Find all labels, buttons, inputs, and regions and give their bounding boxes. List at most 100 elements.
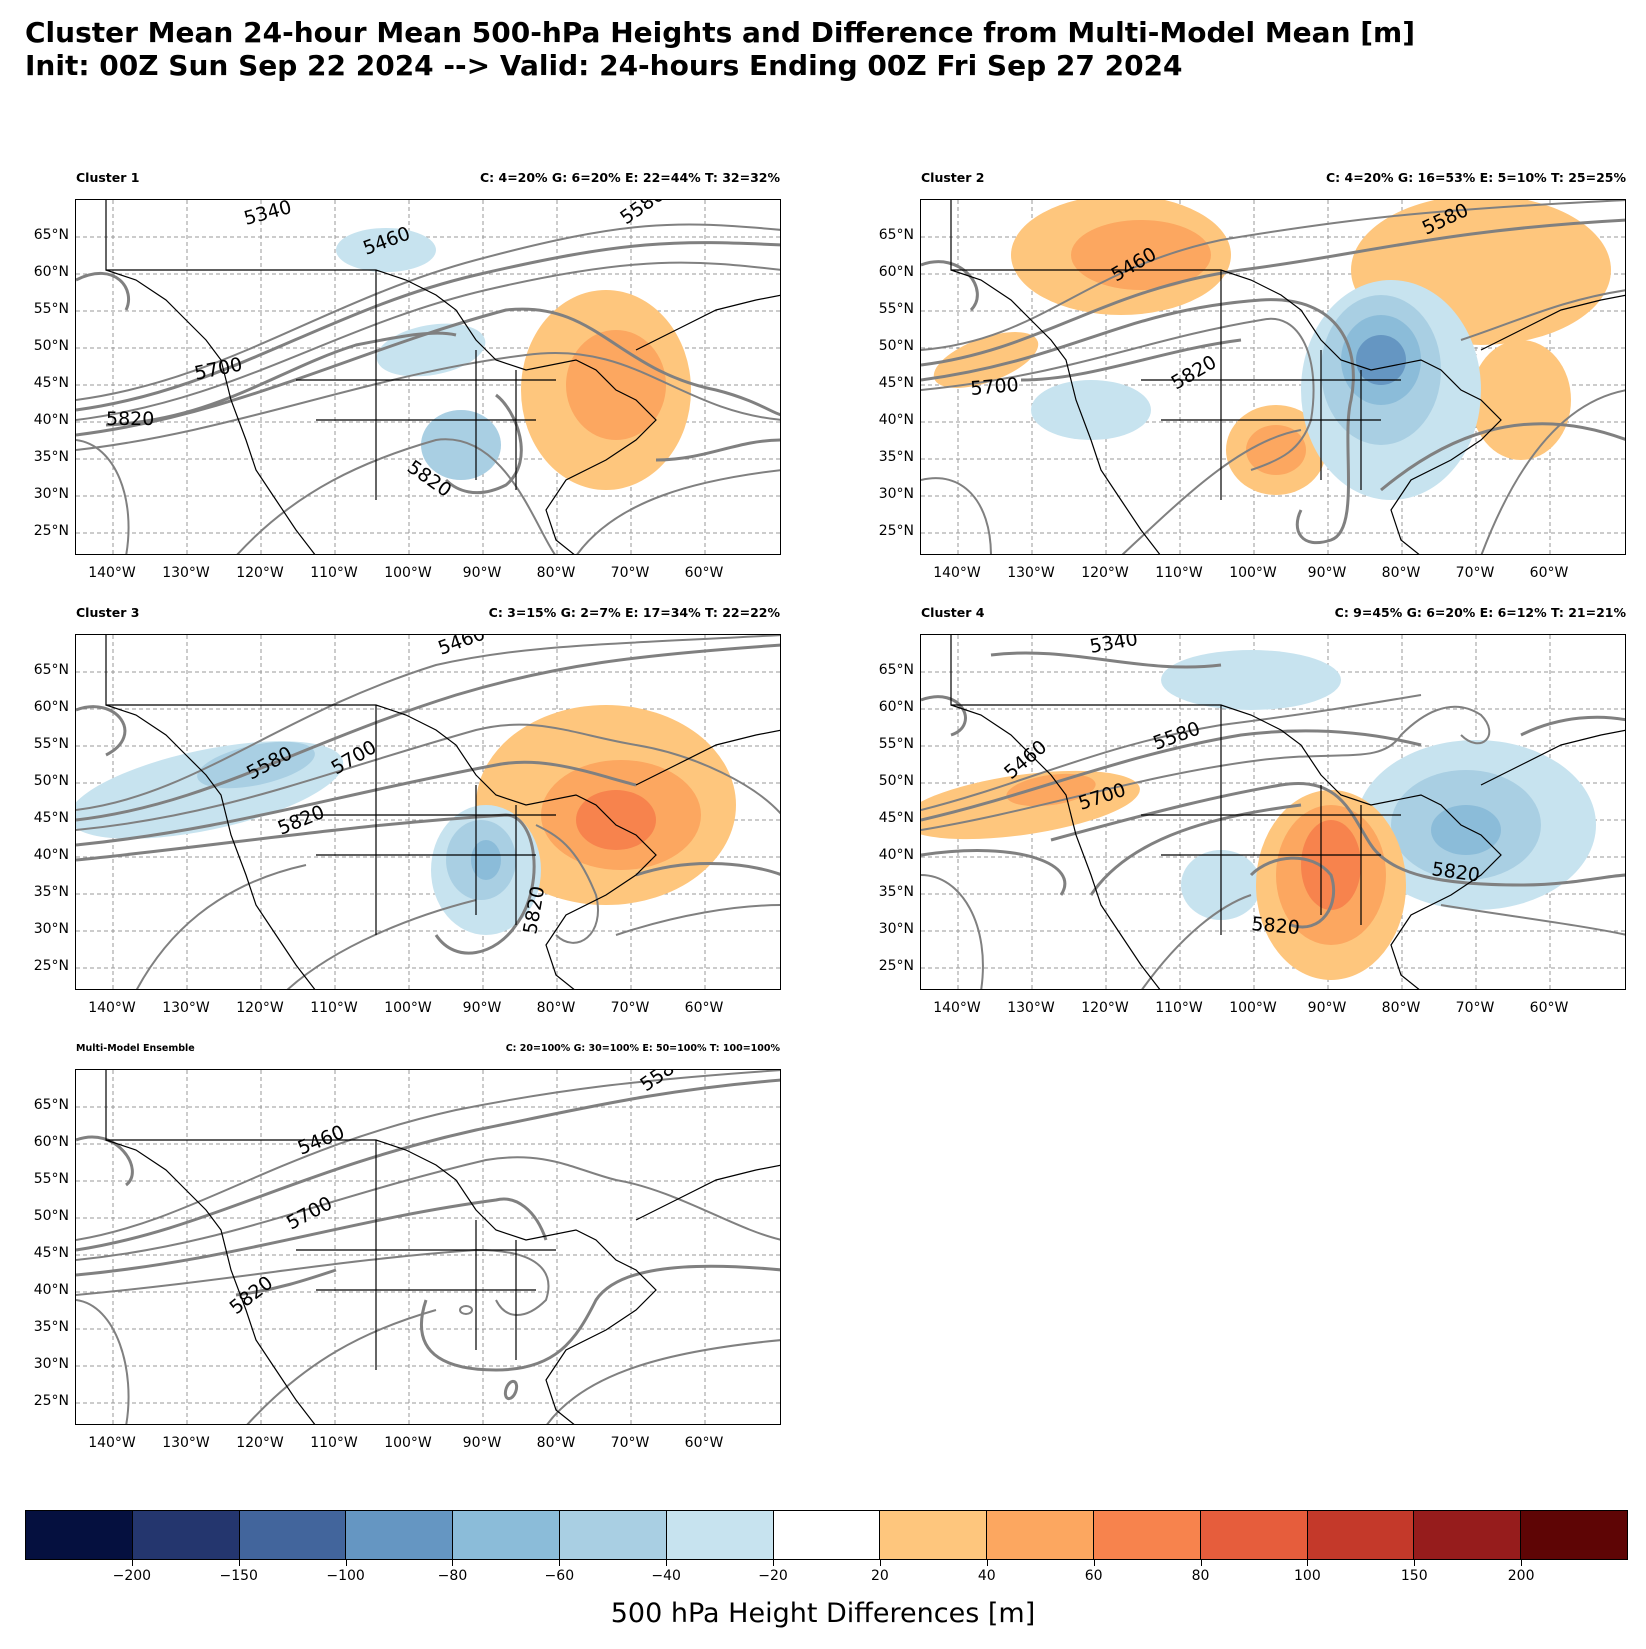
longitude-label: 80°W [1381,565,1421,581]
colorbar-tick-label: −20 [758,1568,788,1584]
contour-label: 5820 [106,408,154,430]
colorbar-tick-label: −200 [112,1568,152,1584]
latitude-label: 55°N [33,301,69,317]
latitude-label: 45°N [33,375,69,391]
latitude-label: 40°N [33,1282,69,1298]
contour-label: 5340 [1088,635,1139,658]
colorbar-tickmark [1093,1560,1095,1566]
latitude-label: 60°N [33,264,69,280]
colorbar-segment [1307,1511,1415,1559]
coastlines [105,200,780,554]
colorbar-segment [1521,1511,1627,1559]
latitude-label: 30°N [878,486,914,502]
map-frame: 5340 5460 5580 5700 5820 5820 [75,199,781,555]
latitude-label: 55°N [878,301,914,317]
colorbar-segment [1093,1511,1201,1559]
latitude-label: 30°N [878,921,914,937]
colorbar-label: 500 hPa Height Differences [m] [610,1598,1036,1629]
longitude-label: 120°W [236,565,284,581]
latitude-label: 40°N [33,412,69,428]
colorbar-tickmark [238,1560,240,1566]
latitude-label: 55°N [33,736,69,752]
colorbar-segment [453,1511,560,1559]
latitude-label: 25°N [878,958,914,974]
longitude-label: 70°W [1455,565,1495,581]
longitude-label: 80°W [536,565,576,581]
longitude-label: 70°W [610,1435,650,1451]
colorbar-segment [987,1511,1094,1559]
colorbar-segment [132,1511,240,1559]
longitude-label: 90°W [462,1000,502,1016]
contour-label: 5700 [970,374,1020,400]
latitude-label: 50°N [33,1208,69,1224]
height-contours [76,1070,780,1424]
latitude-label: 60°N [878,699,914,715]
longitude-label: 130°W [162,1435,210,1451]
contour-label: 5700 [283,1192,336,1234]
longitude-label: 140°W [88,1000,136,1016]
coastlines [105,635,780,989]
colorbar [25,1510,1628,1560]
height-contours [76,223,780,554]
longitude-label: 90°W [1307,565,1347,581]
contour-label: 5820 [1251,913,1301,939]
anomaly-negative [1161,650,1341,710]
latitude-label: 30°N [33,1356,69,1372]
map-plot: 5340 5460 5580 5700 5820 5820 [76,200,780,554]
longitude-label: 130°W [1007,565,1055,581]
anomaly-shading [933,200,1611,500]
latitude-label: 25°N [33,958,69,974]
longitude-label: 110°W [310,1435,358,1451]
colorbar-segment [346,1511,454,1559]
longitude-label: 60°W [684,1435,724,1451]
title-line-1: Cluster Mean 24-hour Mean 500-hPa Height… [25,16,1416,49]
longitude-label: 80°W [1381,1000,1421,1016]
anomaly-shading [336,228,691,490]
colorbar-segment [1414,1511,1522,1559]
colorbar-tickmark [1414,1560,1416,1566]
gridlines [76,1070,780,1424]
colorbar-segment [880,1511,988,1559]
colorbar-segment [666,1511,774,1559]
latitude-label: 35°N [33,1319,69,1335]
longitude-label: 110°W [310,1000,358,1016]
latitude-label: 60°N [33,1134,69,1150]
latitude-label: 65°N [878,227,914,243]
longitude-label: 140°W [88,1435,136,1451]
longitude-label: 60°W [684,1000,724,1016]
longitude-label: 130°W [162,1000,210,1016]
longitude-label: 70°W [610,565,650,581]
latitude-label: 30°N [33,921,69,937]
coastlines [105,1070,780,1424]
longitude-label: 60°W [684,565,724,581]
longitude-label: 90°W [1307,1000,1347,1016]
map-plot: 5460 5700 5820 5580 [76,1070,780,1424]
map-frame: 5340 5460 5580 5700 5820 5820 [920,634,1626,990]
colorbar-tickmark [986,1560,988,1566]
longitude-label: 100°W [1229,1000,1277,1016]
longitude-label: 120°W [236,1000,284,1016]
height-contours [921,200,1625,554]
latitude-label: 35°N [878,449,914,465]
contour-label: 5340 [242,200,294,230]
coastlines [950,635,1625,989]
colorbar-tickmark [345,1560,347,1566]
colorbar-segment [26,1511,133,1559]
panel-title: Cluster 1 [76,170,140,185]
colorbar-segment [773,1511,881,1559]
latitude-label: 30°N [33,486,69,502]
colorbar-tick-label: −60 [544,1568,575,1584]
latitude-label: 55°N [33,1171,69,1187]
longitude-label: 110°W [1155,1000,1203,1016]
colorbar-tick-label: 60 [1084,1568,1103,1584]
map-frame: 5460 5580 5700 5820 [920,199,1626,555]
colorbar-tickmark [1307,1560,1309,1566]
latitude-label: 50°N [878,773,914,789]
colorbar-tickmark [879,1560,881,1566]
longitude-label: 70°W [610,1000,650,1016]
contour-label: 5820 [226,1272,278,1319]
latitude-label: 65°N [33,227,69,243]
map-plot: 5460 5580 5700 5820 5820 [76,635,780,989]
panel-title: Cluster 4 [921,605,985,620]
colorbar-segment [559,1511,667,1559]
